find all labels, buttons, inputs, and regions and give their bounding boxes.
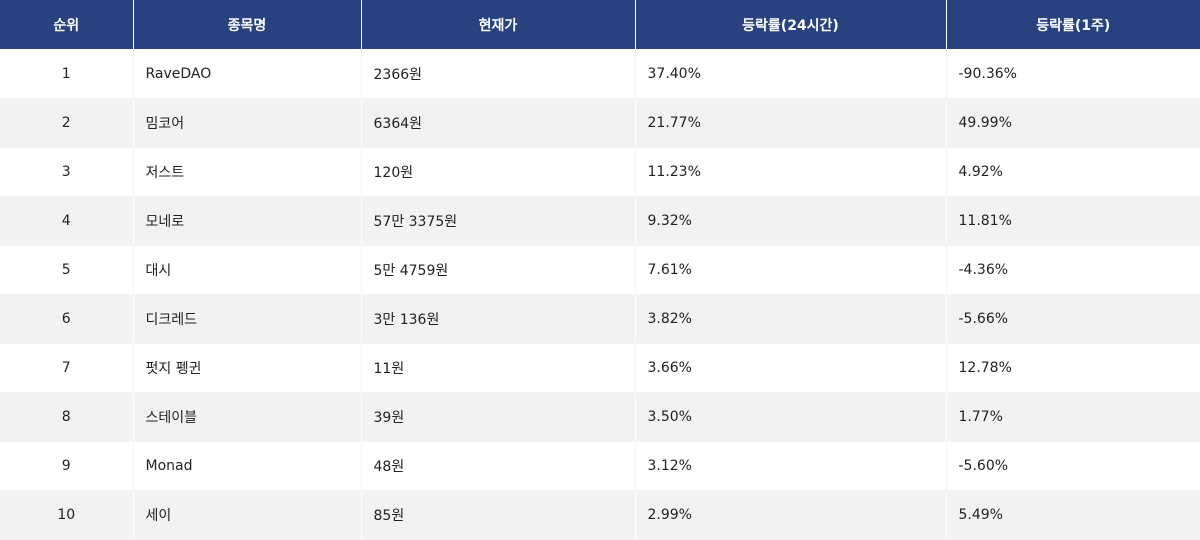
cell-price: 85원 (361, 490, 636, 540)
table-row: 3 저스트 120원 11.23% 4.92% (0, 147, 1200, 197)
cell-price: 120원 (361, 147, 636, 197)
cell-price: 2366원 (361, 49, 636, 99)
table-row: 6 디크레드 3만 136원 3.82% -5.66% (0, 294, 1200, 344)
cell-change-1w: 5.49% (946, 490, 1200, 540)
table-row: 1 RaveDAO 2366원 37.40% -90.36% (0, 49, 1200, 99)
header-rank: 순위 (0, 0, 134, 50)
table-body: 1 RaveDAO 2366원 37.40% -90.36% 2 밈코어 636… (0, 49, 1200, 540)
cell-name: RaveDAO (133, 49, 362, 99)
table-row: 2 밈코어 6364원 21.77% 49.99% (0, 98, 1200, 148)
cell-change-1w: -90.36% (946, 49, 1200, 99)
header-name: 종목명 (133, 0, 362, 50)
table-row: 5 대시 5만 4759원 7.61% -4.36% (0, 245, 1200, 295)
table-row: 9 Monad 48원 3.12% -5.60% (0, 441, 1200, 491)
cell-rank: 5 (0, 245, 134, 295)
table-header: 순위 종목명 현재가 등락률(24시간) 등락률(1주) (0, 0, 1200, 50)
cell-change-1w: 4.92% (946, 147, 1200, 197)
cell-change-24h: 3.50% (635, 392, 947, 442)
cell-change-24h: 37.40% (635, 49, 947, 99)
cell-rank: 1 (0, 49, 134, 99)
cell-rank: 4 (0, 196, 134, 246)
cell-rank: 6 (0, 294, 134, 344)
header-price: 현재가 (361, 0, 636, 50)
table-row: 7 펏지 펭귄 11원 3.66% 12.78% (0, 343, 1200, 393)
cell-rank: 7 (0, 343, 134, 393)
cell-name: 디크레드 (133, 294, 362, 344)
cell-name: 밈코어 (133, 98, 362, 148)
cell-price: 5만 4759원 (361, 245, 636, 295)
header-change-1w: 등락률(1주) (946, 0, 1200, 50)
cell-rank: 3 (0, 147, 134, 197)
cell-price: 11원 (361, 343, 636, 393)
cell-name: Monad (133, 441, 362, 491)
cell-change-24h: 11.23% (635, 147, 947, 197)
cell-change-24h: 21.77% (635, 98, 947, 148)
cell-name: 모네로 (133, 196, 362, 246)
cell-rank: 2 (0, 98, 134, 148)
cell-price: 48원 (361, 441, 636, 491)
cell-name: 저스트 (133, 147, 362, 197)
cell-price: 6364원 (361, 98, 636, 148)
cell-name: 세이 (133, 490, 362, 540)
cell-price: 39원 (361, 392, 636, 442)
header-row: 순위 종목명 현재가 등락률(24시간) 등락률(1주) (0, 0, 1200, 50)
cell-rank: 10 (0, 490, 134, 540)
cell-change-24h: 7.61% (635, 245, 947, 295)
cell-change-1w: -5.60% (946, 441, 1200, 491)
cell-change-1w: -4.36% (946, 245, 1200, 295)
cell-name: 대시 (133, 245, 362, 295)
cell-change-1w: 49.99% (946, 98, 1200, 148)
cell-change-24h: 3.66% (635, 343, 947, 393)
table-row: 10 세이 85원 2.99% 5.49% (0, 490, 1200, 540)
cell-change-24h: 3.12% (635, 441, 947, 491)
cell-change-24h: 9.32% (635, 196, 947, 246)
table-row: 8 스테이블 39원 3.50% 1.77% (0, 392, 1200, 442)
cell-price: 57만 3375원 (361, 196, 636, 246)
cell-change-1w: 11.81% (946, 196, 1200, 246)
cell-name: 스테이블 (133, 392, 362, 442)
cell-change-24h: 2.99% (635, 490, 947, 540)
cell-name: 펏지 펭귄 (133, 343, 362, 393)
cell-change-24h: 3.82% (635, 294, 947, 344)
cell-rank: 8 (0, 392, 134, 442)
cell-change-1w: 1.77% (946, 392, 1200, 442)
cell-rank: 9 (0, 441, 134, 491)
cell-change-1w: 12.78% (946, 343, 1200, 393)
cell-price: 3만 136원 (361, 294, 636, 344)
cell-change-1w: -5.66% (946, 294, 1200, 344)
header-change-24h: 등락률(24시간) (635, 0, 947, 50)
table-row: 4 모네로 57만 3375원 9.32% 11.81% (0, 196, 1200, 246)
